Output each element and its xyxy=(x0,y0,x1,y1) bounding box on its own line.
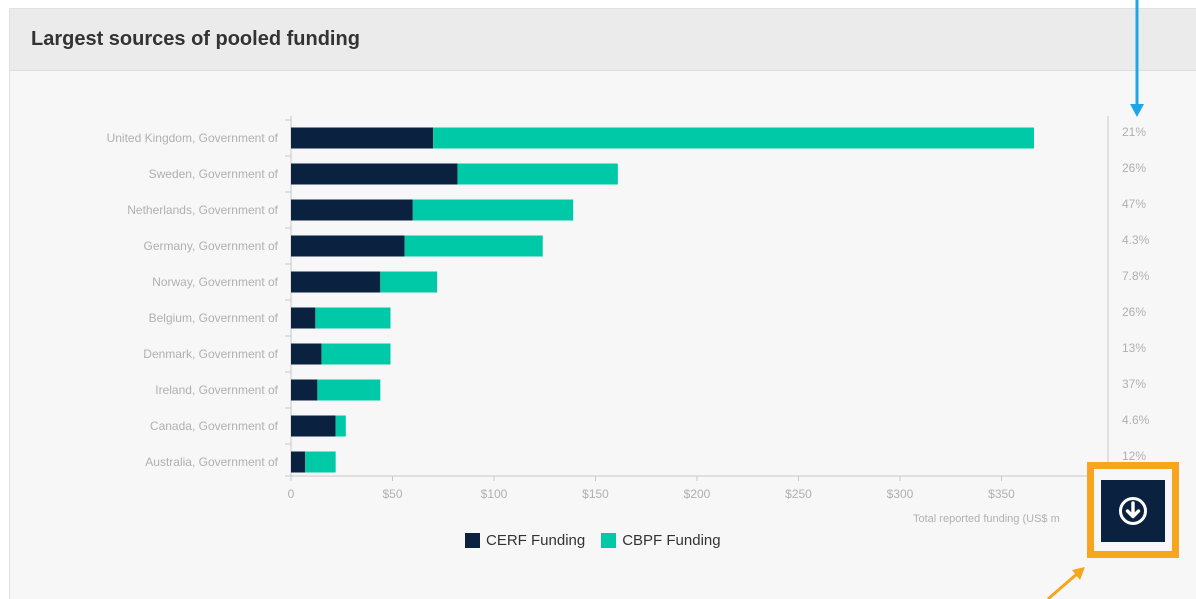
bar-cerf xyxy=(291,379,318,401)
percentage-label: 21% xyxy=(1122,125,1146,139)
bar-cbpf xyxy=(380,271,438,293)
percentage-label: 47% xyxy=(1122,197,1146,211)
category-label: Germany, Government of xyxy=(144,239,279,253)
x-tick-label: $50 xyxy=(382,487,402,501)
percentage-label: 26% xyxy=(1122,161,1146,175)
x-tick-label: $100 xyxy=(481,487,508,501)
chart-legend: CERF Funding CBPF Funding xyxy=(465,532,737,549)
bar-cbpf xyxy=(457,163,618,185)
bar-cbpf xyxy=(335,415,346,437)
percentage-label: 7.8% xyxy=(1122,269,1150,283)
percentage-label: 12% xyxy=(1122,449,1146,463)
legend-item-cbpf[interactable]: CBPF Funding xyxy=(601,532,721,549)
bar-cerf xyxy=(291,307,316,329)
legend-label-cerf: CERF Funding xyxy=(486,532,586,549)
x-tick-label: $150 xyxy=(582,487,609,501)
legend-item-cerf[interactable]: CERF Funding xyxy=(465,532,585,549)
category-label: Netherlands, Government of xyxy=(127,203,278,217)
bar-cerf xyxy=(291,235,405,257)
download-circle-icon xyxy=(1119,497,1147,525)
x-tick-label: 0 xyxy=(288,487,295,501)
category-label: Norway, Government of xyxy=(152,275,278,289)
x-axis-title: Total reported funding (US$ m xyxy=(913,513,1060,525)
bar-cbpf xyxy=(433,127,1034,149)
category-label: Sweden, Government of xyxy=(149,167,279,181)
bar-cbpf xyxy=(404,235,543,257)
panel-title: Largest sources of pooled funding xyxy=(31,28,360,50)
chart-panel: Largest sources of pooled funding xyxy=(9,8,1196,599)
category-label: Denmark, Government of xyxy=(143,347,278,361)
bar-cerf xyxy=(291,343,322,365)
percentage-label: 13% xyxy=(1122,341,1146,355)
x-tick-label: $350 xyxy=(988,487,1015,501)
legend-label-cbpf: CBPF Funding xyxy=(622,532,721,549)
x-tick-label: $200 xyxy=(684,487,711,501)
bar-cerf xyxy=(291,271,381,293)
legend-swatch-cbpf xyxy=(601,533,617,548)
category-label: Ireland, Government of xyxy=(155,383,278,397)
bar-cerf xyxy=(291,451,306,473)
percentage-label: 4.3% xyxy=(1122,233,1150,247)
category-label: Canada, Government of xyxy=(150,419,279,433)
download-button[interactable] xyxy=(1101,480,1165,542)
category-label: Belgium, Government of xyxy=(149,311,279,325)
legend-swatch-cerf xyxy=(465,533,480,548)
x-tick-label: $250 xyxy=(785,487,812,501)
bar-cerf xyxy=(291,163,458,185)
category-label: Australia, Government of xyxy=(145,455,278,469)
percentage-label: 37% xyxy=(1122,377,1146,391)
panel-header: Largest sources of pooled funding xyxy=(10,9,1196,71)
category-label: United Kingdom, Government of xyxy=(107,131,279,145)
x-tick-label: $300 xyxy=(887,487,914,501)
bar-cerf xyxy=(291,415,336,437)
bar-cbpf xyxy=(412,199,574,221)
bar-cbpf xyxy=(315,307,391,329)
bar-cbpf xyxy=(317,379,381,401)
percentage-label: 26% xyxy=(1122,305,1146,319)
bar-cerf xyxy=(291,199,413,221)
bar-cbpf xyxy=(321,343,391,365)
bar-cbpf xyxy=(305,451,336,473)
percentage-label: 4.6% xyxy=(1122,413,1150,427)
bar-cerf xyxy=(291,127,434,149)
